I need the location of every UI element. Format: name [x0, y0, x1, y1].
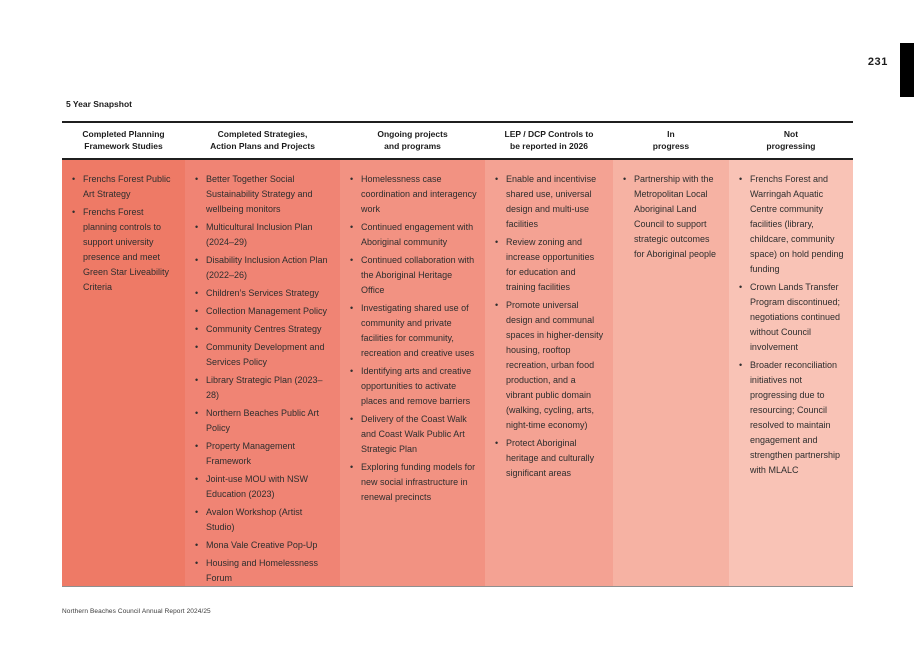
column-header-line: Completed Strategies, — [217, 129, 308, 139]
column-header-line: progressing — [766, 140, 816, 151]
bullet-item: Property Management Framework — [195, 439, 332, 469]
column-header: LEP / DCP Controls to be reported in 2026 — [485, 123, 613, 158]
bullet-item: Exploring funding models for new social … — [350, 460, 477, 505]
bullet-item: Disability Inclusion Action Plan (2022–2… — [195, 253, 332, 283]
bullet-item: Promote universal design and communal sp… — [495, 298, 605, 433]
bullet-item: Identifying arts and creative opportunit… — [350, 364, 477, 409]
bullet-item: Enable and incentivise shared use, unive… — [495, 172, 605, 232]
column-header-line: be reported in 2026 — [510, 140, 588, 151]
table-header-row: Completed Planning Framework Studies Compl… — [62, 121, 853, 160]
bullet-list: Homelessness case coordination and inter… — [350, 172, 477, 505]
bullet-item: Continued collaboration with the Aborigi… — [350, 253, 477, 298]
column-header: Not progressing — [729, 123, 853, 158]
column-header-line: Framework Studies — [84, 140, 163, 151]
bullet-item: Protect Aboriginal heritage and cultural… — [495, 436, 605, 481]
bullet-item: Multicultural Inclusion Plan (2024–29) — [195, 220, 332, 250]
column-header-line: Action Plans and Projects — [210, 140, 315, 151]
bullet-list: Frenchs Forest and Warringah Aquatic Cen… — [739, 172, 845, 478]
column-header-line: Ongoing projects — [377, 129, 448, 139]
page-number: 231 — [867, 56, 888, 68]
bullet-item: Partnership with the Metropolitan Local … — [623, 172, 721, 262]
column-header: Completed Planning Framework Studies — [62, 123, 185, 158]
bullet-item: Joint-use MOU with NSW Education (2023) — [195, 472, 332, 502]
bullet-item: Broader reconciliation initiatives not p… — [739, 358, 845, 478]
column-header-line: Completed Planning — [82, 129, 165, 139]
bullet-item: Community Development and Services Polic… — [195, 340, 332, 370]
bullet-item: Housing and Homelessness Forum — [195, 556, 332, 586]
section-title: 5 Year Snapshot — [66, 99, 132, 109]
table-column: Partnership with the Metropolitan Local … — [612, 160, 729, 586]
column-header-line: LEP / DCP Controls to — [504, 129, 594, 139]
column-header-line: and programs — [384, 140, 441, 151]
column-header: Ongoing projects and programs — [340, 123, 485, 158]
snapshot-table: Completed Planning Framework Studies Compl… — [62, 121, 853, 587]
bullet-item: Frenchs Forest planning controls to supp… — [72, 205, 177, 295]
bullet-item: Continued engagement with Aboriginal com… — [350, 220, 477, 250]
bullet-item: Review zoning and increase opportunities… — [495, 235, 605, 295]
bullet-item: Mona Vale Creative Pop-Up — [195, 538, 332, 553]
table-column: Homelessness case coordination and inter… — [340, 160, 486, 586]
table-body-row: Frenchs Forest Public Art StrategyFrench… — [62, 160, 853, 587]
column-header-line: In — [667, 129, 675, 139]
column-header: In progress — [613, 123, 729, 158]
bullet-item: Homelessness case coordination and inter… — [350, 172, 477, 217]
bullet-list: Enable and incentivise shared use, unive… — [495, 172, 605, 481]
table-column: Enable and incentivise shared use, unive… — [485, 160, 613, 586]
table-column: Better Together Social Sustainability St… — [185, 160, 341, 586]
page-edge-tab — [900, 43, 914, 97]
bullet-item: Community Centres Strategy — [195, 322, 332, 337]
bullet-item: Collection Management Policy — [195, 304, 332, 319]
bullet-item: Avalon Workshop (Artist Studio) — [195, 505, 332, 535]
bullet-item: Crown Lands Transfer Program discontinue… — [739, 280, 845, 355]
column-header-line: Not — [783, 129, 799, 139]
bullet-item: Better Together Social Sustainability St… — [195, 172, 332, 217]
bullet-item: Library Strategic Plan (2023–28) — [195, 373, 332, 403]
table-column: Frenchs Forest and Warringah Aquatic Cen… — [728, 160, 853, 586]
bullet-item: Children’s Services Strategy — [195, 286, 332, 301]
column-header-line: progress — [652, 140, 690, 151]
bullet-item: Delivery of the Coast Walk and Coast Wal… — [350, 412, 477, 457]
footer-text: Northern Beaches Council Annual Report 2… — [62, 608, 211, 615]
bullet-item: Frenchs Forest and Warringah Aquatic Cen… — [739, 172, 845, 277]
bullet-item: Investigating shared use of community an… — [350, 301, 477, 361]
bullet-list: Partnership with the Metropolitan Local … — [623, 172, 721, 262]
table-column: Frenchs Forest Public Art StrategyFrench… — [62, 160, 185, 586]
bullet-item: Frenchs Forest Public Art Strategy — [72, 172, 177, 202]
column-header: Completed Strategies, Action Plans and Pr… — [185, 123, 340, 158]
bullet-item: Northern Beaches Public Art Policy — [195, 406, 332, 436]
bullet-list: Frenchs Forest Public Art StrategyFrench… — [72, 172, 177, 295]
bullet-list: Better Together Social Sustainability St… — [195, 172, 332, 586]
